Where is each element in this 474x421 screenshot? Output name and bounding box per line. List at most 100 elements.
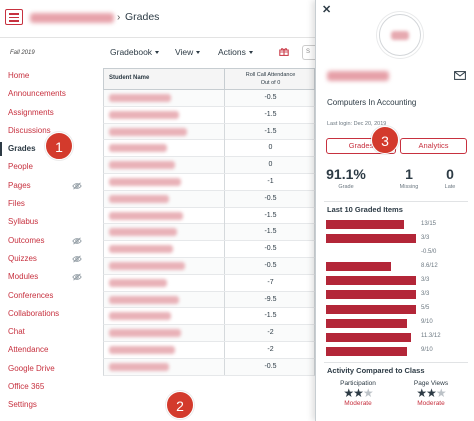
graded-item-score: 13/15	[421, 220, 437, 227]
student-name-cell[interactable]	[109, 345, 175, 354]
graded-item[interactable]: 11.3/12	[326, 331, 471, 345]
table-row: -9.5	[103, 291, 316, 309]
sidebar-item-label: Office 365	[8, 382, 45, 392]
sidebar-item-assignments[interactable]: Assignments	[0, 104, 100, 122]
gradebook-toolbar: Gradebook View Actions S	[103, 42, 322, 62]
score-cell[interactable]: -2	[224, 325, 316, 342]
score-cell[interactable]: -0.5	[224, 257, 316, 274]
score-cell[interactable]: -0.5	[224, 358, 316, 375]
sidebar-item-chat[interactable]: Chat	[0, 323, 100, 341]
grade-label: Grade	[338, 184, 354, 190]
table-row: 0	[103, 157, 315, 174]
gift-icon[interactable]	[279, 47, 289, 56]
student-name-cell[interactable]	[109, 110, 179, 119]
graded-item[interactable]: 3/3	[326, 232, 471, 246]
score-cell[interactable]: -1.5	[224, 224, 316, 241]
graded-item[interactable]: -0.5/0	[326, 246, 471, 260]
table-row: -1.5	[103, 106, 316, 124]
participation-label: Participation	[340, 380, 376, 387]
score-cell[interactable]: 0	[224, 157, 316, 174]
graded-item-bar	[326, 346, 407, 356]
student-context-tray: ✕ Computers In Accounting Last login: De…	[315, 0, 474, 421]
course-name: Computers In Accounting	[327, 98, 417, 107]
score-cell[interactable]: -1.5	[224, 207, 316, 224]
sidebar-item-label: Conferences	[8, 290, 54, 300]
student-name-cell[interactable]	[109, 278, 167, 287]
student-name-cell[interactable]	[109, 144, 167, 153]
sidebar-item-label: Modules	[8, 272, 39, 282]
student-name-column-header[interactable]: Student Name	[109, 75, 150, 81]
graded-item-score: 3/3	[421, 290, 430, 297]
close-icon[interactable]: ✕	[322, 4, 332, 16]
view-menu-button[interactable]: View	[175, 47, 201, 57]
sidebar-item-google-drive[interactable]: Google Drive	[0, 360, 100, 378]
breadcrumb-course-link[interactable]	[30, 13, 114, 23]
sidebar-item-office-365[interactable]: Office 365	[0, 378, 100, 396]
hamburger-menu-icon[interactable]	[5, 9, 23, 25]
actions-menu-button[interactable]: Actions	[218, 47, 253, 57]
graded-item[interactable]: 3/3	[326, 288, 471, 302]
participation-stars: ★★★	[328, 387, 388, 400]
student-name-link[interactable]	[327, 71, 389, 81]
graded-item[interactable]: 3/3	[326, 274, 471, 288]
sidebar-item-files[interactable]: Files	[0, 195, 100, 213]
graded-item-score: 8.6/12	[421, 262, 438, 269]
graded-item[interactable]: 9/10	[326, 317, 471, 331]
graded-item[interactable]: 13/15	[326, 218, 471, 232]
assignment-column-header[interactable]: Roll Call Attendance Out of 0	[224, 69, 316, 91]
mail-icon[interactable]	[454, 71, 466, 80]
sidebar-item-quizzes[interactable]: Quizzes	[0, 250, 100, 268]
student-name-cell[interactable]	[109, 161, 175, 170]
sidebar-item-announcements[interactable]: Announcements	[0, 85, 100, 103]
sidebar-item-syllabus[interactable]: Syllabus	[0, 213, 100, 231]
score-cell[interactable]: -2	[224, 341, 316, 358]
sidebar-item-attendance[interactable]: Attendance	[0, 341, 100, 359]
score-cell[interactable]: -1.5	[224, 123, 316, 140]
score-cell[interactable]: -0.5	[224, 190, 316, 207]
student-name-cell[interactable]	[109, 94, 171, 102]
student-name-cell[interactable]	[109, 362, 169, 371]
missing-stat: 1 Missing	[394, 166, 424, 190]
table-row: -0.5	[103, 190, 316, 208]
student-search-input[interactable]: S	[302, 45, 322, 60]
student-name-cell[interactable]	[109, 312, 171, 321]
graded-item[interactable]: 9/10	[326, 345, 471, 359]
student-name-cell[interactable]	[109, 177, 181, 186]
score-cell[interactable]: -7	[224, 274, 316, 291]
sidebar-item-pages[interactable]: Pages	[0, 177, 100, 195]
graded-item-bar-track	[326, 332, 416, 342]
sidebar-item-settings[interactable]: Settings	[0, 396, 100, 414]
sidebar-item-people[interactable]: People	[0, 158, 100, 176]
graded-item-score: 5/5	[421, 305, 430, 312]
graded-item[interactable]: 5/5	[326, 303, 471, 317]
score-cell[interactable]: -1	[224, 173, 316, 190]
score-cell[interactable]: -1.5	[224, 308, 316, 325]
sidebar-item-label: Chat	[8, 327, 25, 337]
sidebar-item-modules[interactable]: Modules	[0, 268, 100, 286]
score-cell[interactable]: -0.5	[224, 90, 316, 106]
gradebook-menu-button[interactable]: Gradebook	[110, 47, 160, 57]
student-name-cell[interactable]	[109, 329, 181, 338]
graded-item[interactable]: 8.6/12	[326, 260, 471, 274]
student-name-cell[interactable]	[109, 211, 183, 220]
student-name-cell[interactable]	[109, 228, 177, 237]
score-cell[interactable]: -1.5	[224, 106, 316, 123]
breadcrumb-separator: ›	[117, 12, 121, 23]
analytics-button[interactable]: Analytics	[400, 138, 467, 154]
student-name-cell[interactable]	[109, 127, 187, 136]
student-name-cell[interactable]	[109, 261, 185, 270]
page-views-label: Page Views	[413, 380, 449, 387]
score-cell[interactable]: -0.5	[224, 241, 316, 258]
sidebar-item-home[interactable]: Home	[0, 67, 100, 85]
sidebar-item-discussions[interactable]: Discussions	[0, 122, 100, 140]
sidebar-item-conferences[interactable]: Conferences	[0, 287, 100, 305]
sidebar-item-outcomes[interactable]: Outcomes	[0, 232, 100, 250]
score-cell[interactable]: -9.5	[224, 291, 316, 308]
sidebar-item-grades[interactable]: Grades	[0, 140, 100, 158]
score-cell[interactable]: 0	[224, 140, 316, 157]
student-name-cell[interactable]	[109, 245, 173, 254]
page-views-activity: Page Views ★★★ Moderate	[401, 380, 461, 407]
sidebar-item-collaborations[interactable]: Collaborations	[0, 305, 100, 323]
student-name-cell[interactable]	[109, 194, 169, 203]
student-name-cell[interactable]	[109, 295, 179, 304]
